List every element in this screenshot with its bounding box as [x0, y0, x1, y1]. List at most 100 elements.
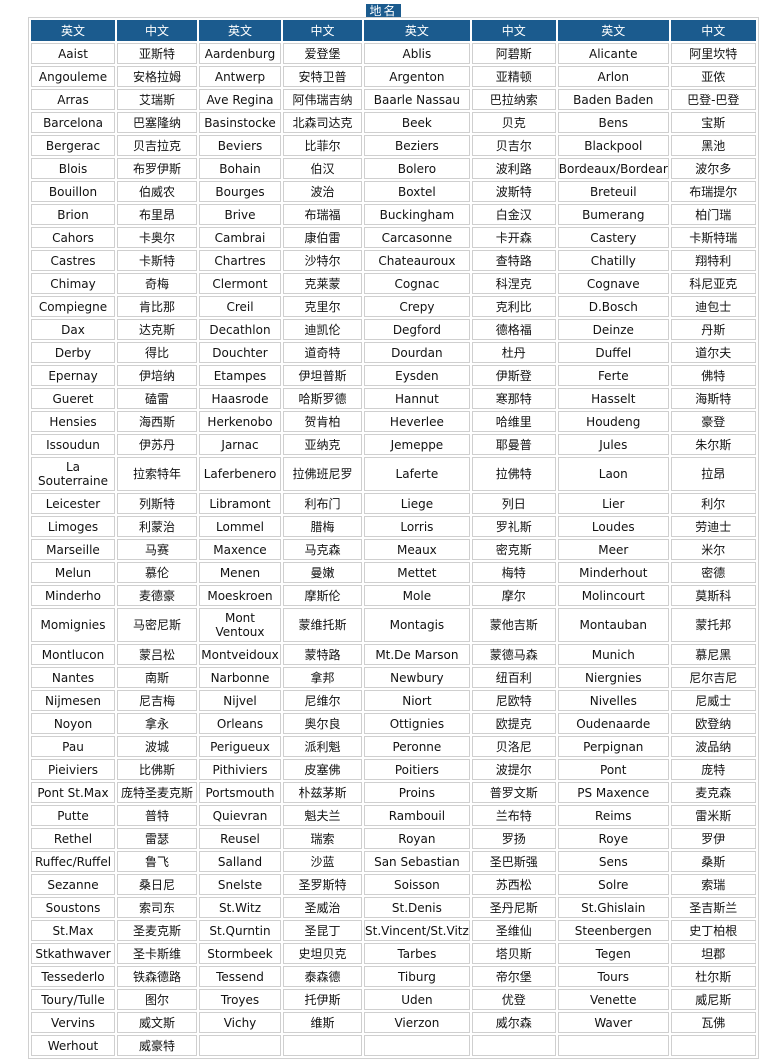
chinese-name-cell: 梅特	[471, 562, 556, 583]
chinese-name-cell: 密克斯	[471, 539, 556, 560]
chinese-name-cell: 艾瑞斯	[117, 89, 197, 110]
chinese-name-cell: 贝克	[471, 112, 556, 133]
english-name-cell	[557, 1035, 669, 1056]
english-name-cell: Portsmouth	[199, 782, 281, 803]
chinese-name-cell: 朴兹茅斯	[283, 782, 362, 803]
english-name-cell: Jarnac	[199, 434, 281, 455]
english-name-cell: Degford	[364, 319, 470, 340]
english-name-cell: Castres	[31, 250, 115, 271]
chinese-name-cell: 海西斯	[117, 411, 197, 432]
english-name-cell: Putte	[31, 805, 115, 826]
table-row: Minderho 麦德豪 Moeskroen 摩斯伦 Mole 摩尔 Molincourt 莫…	[31, 585, 756, 606]
table-row: Compiegne 肯比那 Creil 克里尔 Crepy 克利比 D.Bosch 迪包士	[31, 296, 756, 317]
table-row: Pau 波城 Perigueux 派利魁 Peronne 贝洛尼 Perpignan 波品纳	[31, 736, 756, 757]
english-name-cell: Deinze	[557, 319, 669, 340]
english-name-cell: Poitiers	[364, 759, 470, 780]
chinese-name-cell: 圣卡斯维	[117, 943, 197, 964]
chinese-name-cell: 圣维仙	[471, 920, 556, 941]
table-row: Angouleme 安格拉姆 Antwerp 安特卫普 Argenton 亚精顿 Arlon…	[31, 66, 756, 87]
chinese-name-cell: 奥尔良	[283, 713, 362, 734]
english-name-cell: Montagis	[364, 608, 470, 642]
english-name-cell: Mole	[364, 585, 470, 606]
english-name-cell: Derby	[31, 342, 115, 363]
chinese-name-cell: 桑斯	[670, 851, 756, 872]
chinese-name-cell: 史坦贝克	[283, 943, 362, 964]
english-name-cell: Liege	[364, 493, 470, 514]
place-names-table: 英文 中文 英文 中文 英文 中文 英文 中文 Aaist 亚斯特 Aardenbu…	[28, 17, 759, 1059]
english-name-cell: Rambouil	[364, 805, 470, 826]
chinese-name-cell: 白金汉	[471, 204, 556, 225]
chinese-name-cell: 科涅克	[471, 273, 556, 294]
english-name-cell: Ferte	[557, 365, 669, 386]
chinese-name-cell: 波城	[117, 736, 197, 757]
table-row: St.Max 圣麦克斯 St.Qurntin 圣昆丁 St.Vincent/St.Vit…	[31, 920, 756, 941]
english-name-cell: Brive	[199, 204, 281, 225]
table-row: Epernay 伊培纳 Etampes 伊坦普斯 Eysden 伊斯登 Ferte 佛特	[31, 365, 756, 386]
chinese-name-cell: 卡斯特瑞	[670, 227, 756, 248]
english-name-cell: Vierzon	[364, 1012, 470, 1033]
chinese-name-cell: 利尔	[670, 493, 756, 514]
chinese-name-cell: 优登	[471, 989, 556, 1010]
english-name-cell: Salland	[199, 851, 281, 872]
english-name-cell: Limoges	[31, 516, 115, 537]
table-row: Issoudun 伊苏丹 Jarnac 亚纳克 Jemeppe 耶曼普 Jules 朱尔斯	[31, 434, 756, 455]
english-name-cell: Narbonne	[199, 667, 281, 688]
english-name-cell: Argenton	[364, 66, 470, 87]
chinese-name-cell: 伊苏丹	[117, 434, 197, 455]
chinese-name-cell: 宝斯	[670, 112, 756, 133]
english-name-cell: Soustons	[31, 897, 115, 918]
english-name-cell: Tessend	[199, 966, 281, 987]
english-name-cell: Marseille	[31, 539, 115, 560]
english-name-cell: Pont St.Max	[31, 782, 115, 803]
chinese-name-cell: 拉佛班尼罗	[283, 457, 362, 491]
table-row: Tessederlo 铁森德路 Tessend 泰森德 Tiburg 帝尔堡 Tours 杜尔…	[31, 966, 756, 987]
english-name-cell: Werhout	[31, 1035, 115, 1056]
chinese-name-cell: 波提尔	[471, 759, 556, 780]
english-name-cell: Soisson	[364, 874, 470, 895]
chinese-name-cell: 克利比	[471, 296, 556, 317]
table-row: Leicester 列斯特 Libramont 利布门 Liege 列日 Lier 利尔	[31, 493, 756, 514]
english-name-cell: Alicante	[557, 43, 669, 64]
table-row: Castres 卡斯特 Chartres 沙特尔 Chateauroux 查特路 Chati…	[31, 250, 756, 271]
english-name-cell: Toury/Tulle	[31, 989, 115, 1010]
table-row: Melun 慕伦 Menen 曼嫩 Mettet 梅特 Minderhout 密德	[31, 562, 756, 583]
table-row: Putte 普特 Quievran 魁夫兰 Rambouil 兰布特 Reims 雷米斯	[31, 805, 756, 826]
english-name-cell: Laferte	[364, 457, 470, 491]
table-row: Bouillon 伯威农 Bourges 波治 Boxtel 波斯特 Breteuil 布瑞提…	[31, 181, 756, 202]
english-name-cell: Haasrode	[199, 388, 281, 409]
chinese-name-cell: 蒙吕松	[117, 644, 197, 665]
chinese-name-cell: 麦德豪	[117, 585, 197, 606]
chinese-name-cell: 杜尔斯	[670, 966, 756, 987]
english-name-cell: Compiegne	[31, 296, 115, 317]
english-name-cell: Bouillon	[31, 181, 115, 202]
english-name-cell: Chateauroux	[364, 250, 470, 271]
chinese-name-cell: 瓦佛	[670, 1012, 756, 1033]
english-name-cell: Meer	[557, 539, 669, 560]
chinese-name-cell: 劳迪士	[670, 516, 756, 537]
english-name-cell: PS Maxence	[557, 782, 669, 803]
english-name-cell: Tegen	[557, 943, 669, 964]
english-name-cell: Herkenobo	[199, 411, 281, 432]
english-name-cell: St.Vincent/St.Vitz	[364, 920, 470, 941]
english-name-cell: Boxtel	[364, 181, 470, 202]
english-name-cell: Tessederlo	[31, 966, 115, 987]
table-row: Nantes 南斯 Narbonne 拿邦 Newbury 纽百利 Niergnies 尼尔吉…	[31, 667, 756, 688]
chinese-name-cell: 摩斯伦	[283, 585, 362, 606]
english-name-cell: San Sebastian	[364, 851, 470, 872]
english-name-cell: Issoudun	[31, 434, 115, 455]
english-name-cell: Cognave	[557, 273, 669, 294]
chinese-name-cell: 得比	[117, 342, 197, 363]
chinese-name-cell: 布瑞提尔	[670, 181, 756, 202]
chinese-name-cell: 尼尔吉尼	[670, 667, 756, 688]
english-name-cell: Minderho	[31, 585, 115, 606]
english-name-cell: Niergnies	[557, 667, 669, 688]
english-name-cell: Duffel	[557, 342, 669, 363]
english-name-cell: Heverlee	[364, 411, 470, 432]
english-name-cell: Newbury	[364, 667, 470, 688]
chinese-name-cell: 贝洛尼	[471, 736, 556, 757]
chinese-name-cell: 罗礼斯	[471, 516, 556, 537]
chinese-name-cell: 康伯雷	[283, 227, 362, 248]
chinese-name-cell: 巴登-巴登	[670, 89, 756, 110]
english-name-cell: Stormbeek	[199, 943, 281, 964]
chinese-name-cell: 迪凯伦	[283, 319, 362, 340]
